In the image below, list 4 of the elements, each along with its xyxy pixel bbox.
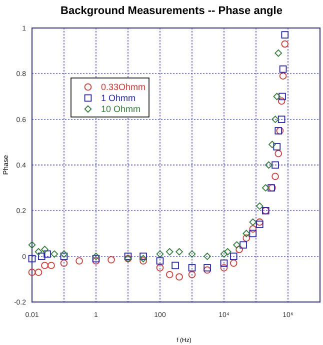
legend-label: 1 Ohmm [101,93,136,103]
legend-label: 10 Ohmm [101,104,141,114]
legend-label: 0.33Ohmm [101,82,146,92]
chart-title: Background Measurements -- Phase angle [60,5,282,17]
